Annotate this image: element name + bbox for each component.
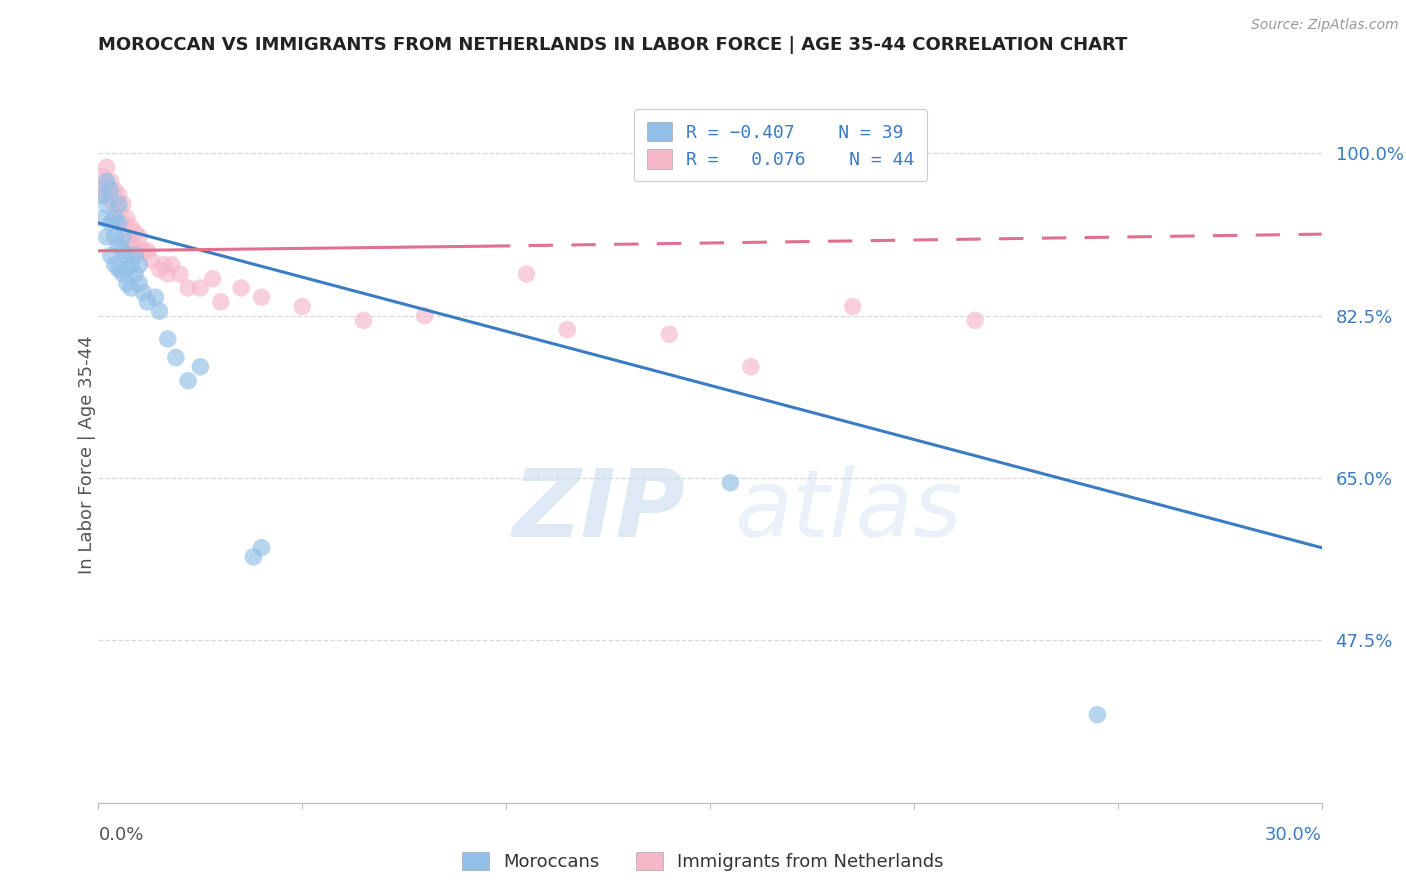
- Point: [720, 475, 742, 490]
- Point: [124, 248, 146, 262]
- Point: [128, 277, 150, 291]
- Point: [188, 281, 212, 295]
- Point: [104, 211, 127, 226]
- Point: [658, 327, 681, 342]
- Point: [100, 184, 122, 198]
- Point: [156, 267, 179, 281]
- Y-axis label: In Labor Force | Age 35-44: In Labor Force | Age 35-44: [79, 335, 96, 574]
- Point: [201, 271, 224, 285]
- Point: [108, 197, 131, 211]
- Point: [120, 235, 142, 249]
- Point: [104, 230, 127, 244]
- Point: [108, 262, 131, 277]
- Point: [108, 188, 131, 202]
- Point: [111, 230, 134, 244]
- Point: [124, 225, 146, 239]
- Point: [111, 197, 134, 211]
- Point: [104, 258, 127, 272]
- Point: [111, 267, 134, 281]
- Point: [115, 211, 138, 226]
- Point: [96, 230, 118, 244]
- Point: [124, 239, 146, 253]
- Point: [91, 188, 114, 202]
- Point: [149, 262, 172, 277]
- Point: [160, 258, 183, 272]
- Point: [177, 281, 200, 295]
- Point: [156, 332, 179, 346]
- Point: [740, 359, 762, 374]
- Point: [104, 184, 127, 198]
- Point: [152, 258, 174, 272]
- Point: [291, 300, 314, 314]
- Point: [115, 277, 138, 291]
- Point: [242, 549, 264, 564]
- Point: [100, 216, 122, 230]
- Point: [1085, 707, 1108, 722]
- Point: [136, 244, 159, 258]
- Point: [132, 285, 155, 300]
- Point: [132, 244, 155, 258]
- Point: [149, 304, 172, 318]
- Point: [108, 202, 131, 216]
- Point: [841, 300, 863, 314]
- Point: [91, 169, 114, 184]
- Point: [111, 244, 134, 258]
- Point: [516, 267, 538, 281]
- Point: [91, 184, 114, 198]
- Text: MOROCCAN VS IMMIGRANTS FROM NETHERLANDS IN LABOR FORCE | AGE 35-44 CORRELATION C: MOROCCAN VS IMMIGRANTS FROM NETHERLANDS …: [98, 36, 1128, 54]
- Point: [120, 220, 142, 235]
- Point: [231, 281, 253, 295]
- Legend: Moroccans, Immigrants from Netherlands: Moroccans, Immigrants from Netherlands: [454, 845, 952, 879]
- Point: [128, 244, 150, 258]
- Point: [352, 313, 374, 327]
- Point: [209, 294, 232, 309]
- Point: [128, 230, 150, 244]
- Point: [120, 281, 142, 295]
- Point: [128, 258, 150, 272]
- Point: [120, 258, 142, 272]
- Point: [115, 248, 138, 262]
- Text: 0.0%: 0.0%: [98, 826, 143, 844]
- Point: [96, 178, 118, 193]
- Point: [115, 262, 138, 277]
- Point: [104, 207, 127, 221]
- Point: [108, 216, 131, 230]
- Point: [141, 253, 163, 268]
- Point: [91, 211, 114, 226]
- Point: [96, 174, 118, 188]
- Point: [96, 197, 118, 211]
- Point: [108, 239, 131, 253]
- Point: [250, 290, 273, 304]
- Point: [115, 230, 138, 244]
- Point: [965, 313, 987, 327]
- Point: [96, 188, 118, 202]
- Point: [100, 248, 122, 262]
- Point: [413, 309, 436, 323]
- Point: [169, 267, 191, 281]
- Point: [177, 374, 200, 388]
- Text: atlas: atlas: [734, 465, 963, 556]
- Point: [124, 267, 146, 281]
- Text: 30.0%: 30.0%: [1265, 826, 1322, 844]
- Legend: R = −0.407    N = 39, R =   0.076    N = 44: R = −0.407 N = 39, R = 0.076 N = 44: [634, 109, 928, 181]
- Point: [145, 290, 167, 304]
- Text: Source: ZipAtlas.com: Source: ZipAtlas.com: [1251, 18, 1399, 32]
- Point: [100, 174, 122, 188]
- Point: [136, 294, 159, 309]
- Point: [250, 541, 273, 555]
- Text: ZIP: ZIP: [513, 465, 686, 557]
- Point: [111, 216, 134, 230]
- Point: [100, 193, 122, 207]
- Point: [96, 161, 118, 175]
- Point: [557, 323, 579, 337]
- Point: [165, 351, 187, 365]
- Point: [188, 359, 212, 374]
